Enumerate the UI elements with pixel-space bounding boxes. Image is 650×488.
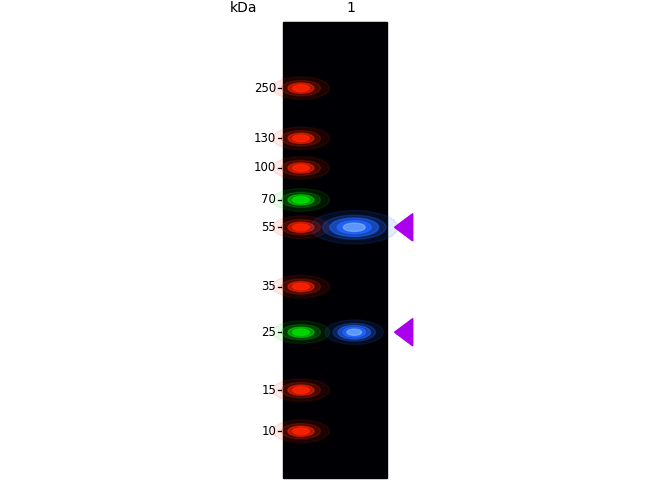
Ellipse shape xyxy=(272,321,330,344)
Ellipse shape xyxy=(281,192,320,207)
Polygon shape xyxy=(395,214,413,241)
Ellipse shape xyxy=(281,424,320,439)
Ellipse shape xyxy=(337,221,371,234)
Text: 25: 25 xyxy=(261,325,276,339)
Text: kDa: kDa xyxy=(230,0,257,15)
Ellipse shape xyxy=(292,283,309,290)
Ellipse shape xyxy=(292,164,309,171)
Ellipse shape xyxy=(272,127,330,150)
Ellipse shape xyxy=(292,197,309,203)
Ellipse shape xyxy=(288,195,314,205)
Text: 100: 100 xyxy=(254,162,276,175)
Text: 55: 55 xyxy=(261,221,276,234)
Text: 250: 250 xyxy=(254,81,276,95)
Ellipse shape xyxy=(288,385,314,395)
Ellipse shape xyxy=(325,320,384,345)
Ellipse shape xyxy=(272,379,330,402)
Text: 15: 15 xyxy=(261,384,276,397)
Ellipse shape xyxy=(288,83,314,93)
Ellipse shape xyxy=(281,160,320,176)
Text: 1: 1 xyxy=(346,0,356,15)
Ellipse shape xyxy=(281,220,320,235)
Ellipse shape xyxy=(288,327,314,337)
Ellipse shape xyxy=(322,215,386,239)
Ellipse shape xyxy=(292,387,309,393)
Ellipse shape xyxy=(272,77,330,100)
Ellipse shape xyxy=(272,275,330,298)
Ellipse shape xyxy=(288,426,314,436)
Ellipse shape xyxy=(288,222,314,232)
Polygon shape xyxy=(395,319,413,346)
Ellipse shape xyxy=(343,327,365,337)
Ellipse shape xyxy=(292,428,309,435)
Ellipse shape xyxy=(288,133,314,143)
Text: 10: 10 xyxy=(261,425,276,438)
Bar xyxy=(283,22,387,478)
Ellipse shape xyxy=(272,157,330,179)
Text: 35: 35 xyxy=(261,280,276,293)
Ellipse shape xyxy=(292,135,309,142)
Ellipse shape xyxy=(292,329,309,336)
Ellipse shape xyxy=(343,223,365,231)
Ellipse shape xyxy=(288,282,314,292)
Ellipse shape xyxy=(330,218,378,237)
Ellipse shape xyxy=(281,279,320,294)
Ellipse shape xyxy=(281,383,320,398)
Ellipse shape xyxy=(311,211,398,244)
Ellipse shape xyxy=(292,224,309,231)
Ellipse shape xyxy=(281,81,320,96)
Text: 130: 130 xyxy=(254,132,276,145)
Ellipse shape xyxy=(338,325,370,339)
Ellipse shape xyxy=(288,163,314,173)
Ellipse shape xyxy=(281,325,320,340)
Ellipse shape xyxy=(272,189,330,211)
Ellipse shape xyxy=(333,324,376,341)
Ellipse shape xyxy=(272,420,330,443)
Ellipse shape xyxy=(281,131,320,146)
Ellipse shape xyxy=(347,329,361,335)
Text: 70: 70 xyxy=(261,193,276,206)
Ellipse shape xyxy=(292,85,309,91)
Ellipse shape xyxy=(272,216,330,239)
